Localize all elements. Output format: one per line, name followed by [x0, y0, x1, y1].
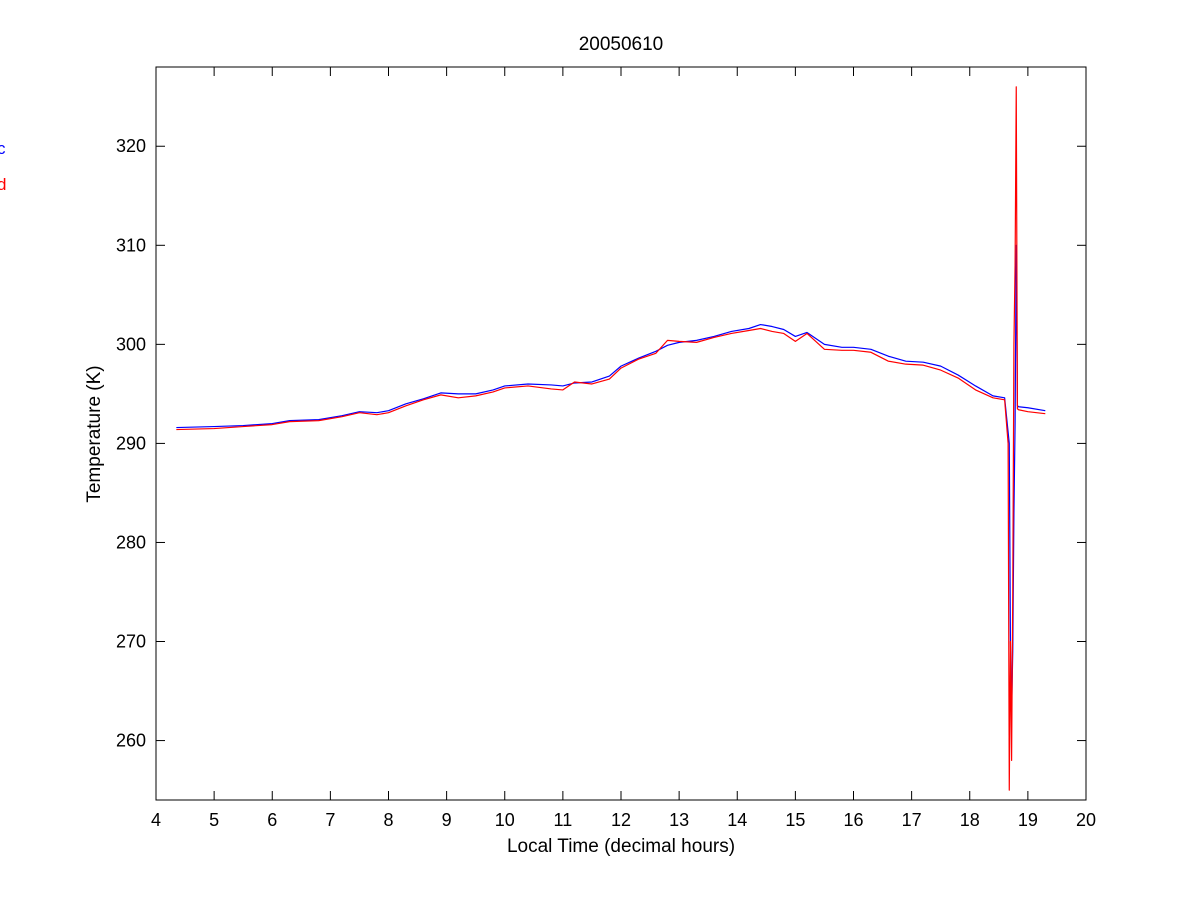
x-tick-label: 14 [727, 810, 747, 830]
x-tick-label: 9 [442, 810, 452, 830]
x-tick-label: 12 [611, 810, 631, 830]
y-tick-label: 300 [116, 334, 146, 354]
x-tick-label: 18 [960, 810, 980, 830]
plot-area: 4 5 6 7 8 9 10 11 12 13 14 15 16 17 18 19 20 260 270 280 290… [116, 66, 1096, 830]
x-tick-label: 19 [1018, 810, 1038, 830]
x-tick-label: 11 [554, 810, 573, 830]
legend-entry-d: d [0, 175, 6, 194]
x-tick-label: 5 [209, 810, 219, 830]
y-tick-label: 290 [116, 433, 146, 453]
y-tick-label: 320 [116, 136, 146, 156]
x-tick-label: 16 [843, 810, 863, 830]
x-tick-label: 17 [902, 810, 922, 830]
axes-box [155, 66, 1087, 801]
legend: cd [0, 139, 6, 194]
series-line-c [176, 244, 1046, 712]
x-axis-label: Local Time (decimal hours) [507, 836, 735, 857]
x-tick-label: 10 [495, 810, 515, 830]
legend-entry-c: c [0, 139, 6, 158]
y-tick-label: 280 [116, 532, 146, 552]
chart-title: 20050610 [579, 34, 664, 55]
y-tick-label: 260 [116, 731, 146, 751]
x-tick-label: 7 [325, 810, 335, 830]
x-tick-label: 4 [151, 810, 161, 830]
y-tick-label: 310 [116, 235, 146, 255]
x-tick-label: 20 [1076, 810, 1096, 830]
y-axis-label: Temperature (K) [84, 365, 105, 502]
x-tick-label: 15 [785, 810, 805, 830]
x-tick-label: 6 [267, 810, 277, 830]
x-tick-label: 13 [669, 810, 689, 830]
y-tick-label: 270 [116, 632, 146, 652]
x-tick-label: 8 [383, 810, 393, 830]
series-line-d [176, 86, 1046, 791]
